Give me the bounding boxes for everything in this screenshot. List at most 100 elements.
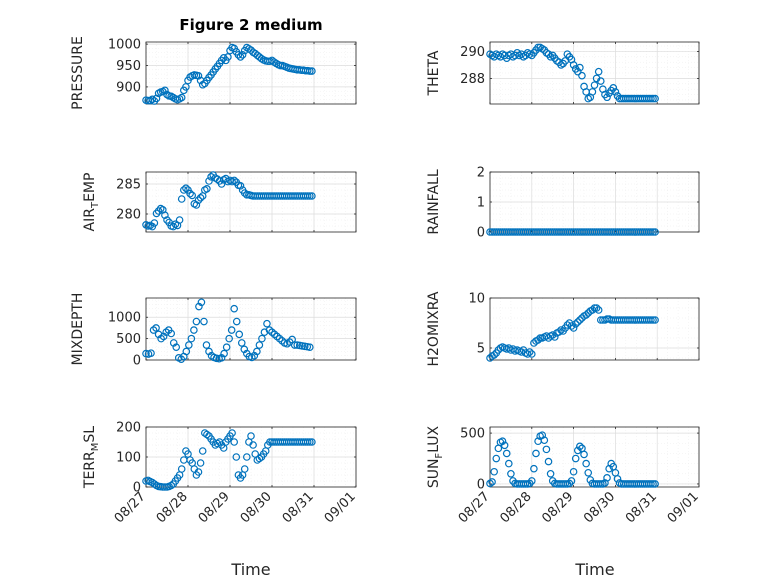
axes-box [489,41,700,105]
data-point [500,441,509,450]
data-point [649,316,657,324]
data-point [532,449,540,458]
data-point [534,336,542,344]
panel-5: 5 10 H2OMIXRA [426,291,700,367]
data-point [213,439,222,448]
data-point [647,480,655,488]
x-tick-label: 08/31 [623,489,660,526]
data-point [490,467,498,476]
data-point [308,192,316,200]
data-point [192,201,201,209]
data-point [303,438,312,446]
x-tick-label: 09/01 [665,489,702,526]
y-axis-label: TERRMSL [82,426,101,489]
data-point [207,173,215,181]
x-tick-label: 09/01 [322,489,359,526]
data-point [163,216,171,224]
data-point [569,324,578,332]
data-point [192,317,201,326]
data-point [148,95,157,104]
panel-2: 280 285 AIRTEMP [82,171,357,233]
x-tick-label: 08/29 [539,489,576,526]
data-point [507,469,515,478]
data-point [182,83,190,91]
data-point [234,51,243,59]
data-point [523,350,532,358]
y-tick-label: 500 [460,427,485,442]
data-point [161,211,169,220]
data-point [576,316,584,324]
data-point [611,88,620,96]
data-point [253,347,261,356]
data-point [534,43,542,52]
data-point [561,480,570,488]
data-point [240,465,249,473]
y-tick-label: 0 [477,477,485,492]
x-tick-label: 08/27 [112,489,149,526]
panel-4: 0 500 1000 MIXDEPTH [70,293,357,369]
y-tick-label: 900 [116,80,141,95]
data-point [505,344,513,352]
data-point [649,480,657,488]
data-point [590,304,599,312]
data-point [548,331,557,339]
data-point [596,77,605,85]
data-point [182,184,190,193]
data-point [578,71,586,80]
data-point [194,468,203,476]
data-point [203,185,211,193]
data-point [490,351,498,359]
x-tick-label: 08/29 [196,489,233,526]
data-point [190,326,198,334]
data-point [613,475,622,483]
data-point [187,334,196,343]
data-point [228,429,236,437]
x-tick-label: 08/27 [456,489,493,526]
data-point [167,481,176,490]
data-point [596,480,605,488]
data-point [230,176,239,185]
data-point [258,334,266,343]
y-axis-label: H2OMIXRA [426,291,442,366]
y-tick-label: 288 [460,72,485,87]
data-point [230,438,239,446]
data-point [573,318,582,326]
data-point [150,480,159,488]
data-point [603,93,611,102]
data-point [227,326,236,334]
data-point [161,86,169,95]
y-axis-label: PRESSURE [70,36,86,110]
data-point [263,319,271,328]
data-point [186,189,194,198]
y-tick-label: 950 [116,59,141,74]
data-point [651,316,659,324]
data-point [590,81,599,89]
data-point [576,442,584,451]
data-point [576,63,584,72]
y-tick-label: 280 [116,208,141,223]
figure-title: Figure 2 medium [179,16,322,34]
data-point [530,464,538,473]
data-point [196,194,205,202]
data-point [236,182,245,190]
data-point [255,454,264,463]
data-point [188,191,197,200]
data-point [540,436,549,445]
data-point [555,328,563,336]
x-axis-label-left: Time [230,560,270,579]
data-point [594,306,603,314]
data-point [290,341,299,349]
data-point [649,228,657,236]
data-point [177,195,186,203]
data-point [230,304,239,313]
data-point [180,186,188,194]
data-point [232,317,241,326]
data-point [649,94,657,103]
data-point [305,438,314,446]
panel-0: 900 950 1000 PRESSURE [70,36,357,110]
data-point [203,430,211,439]
y-tick-label: 0 [133,481,141,496]
data-point [236,53,245,61]
data-point [647,94,655,103]
